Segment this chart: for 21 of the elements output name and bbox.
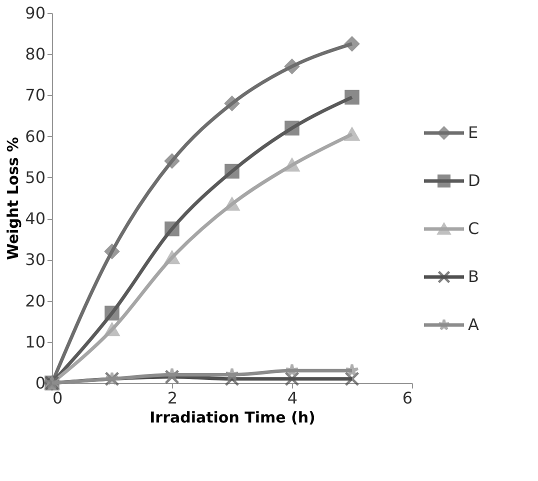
legend-label: B [468, 267, 479, 286]
x-tick-label: 2 [167, 388, 178, 408]
x-tick-label: 0 [52, 388, 63, 408]
x-tick-label: 6 [402, 388, 412, 408]
y-tick-label: 50 [25, 168, 46, 187]
y-tick-label: 40 [25, 209, 46, 228]
y-tick-label: 20 [25, 291, 46, 310]
x-tick-label: 4 [287, 388, 298, 408]
y-axis-title: Weight Loss % [4, 136, 22, 260]
x-axis-title: Irradiation Time (h) [150, 408, 316, 426]
y-tick-label: 60 [25, 126, 46, 146]
y-tick-label: 70 [25, 86, 46, 105]
legend-label: E [468, 123, 478, 142]
y-tick-label: 90 [25, 4, 46, 22]
y-tick-label: 30 [25, 250, 46, 270]
y-tick-label: 80 [25, 44, 46, 64]
legend-label: A [468, 315, 479, 334]
legend-label: D [468, 171, 480, 190]
legend-label: C [468, 219, 480, 238]
y-tick-label: 10 [25, 332, 46, 352]
y-tick-label: 0 [35, 374, 46, 392]
